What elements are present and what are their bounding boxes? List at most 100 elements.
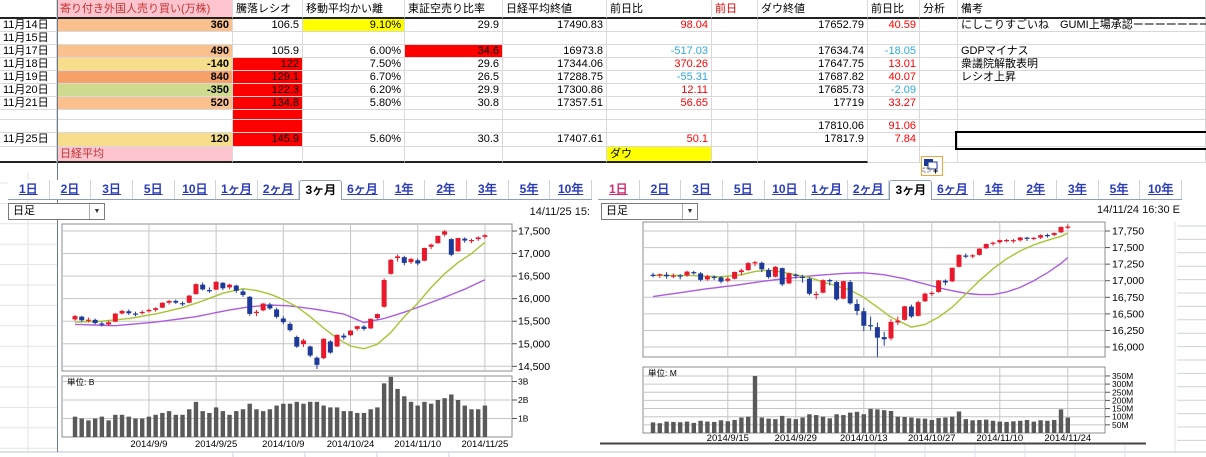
cell-ma_dev[interactable]: 9.10% [303,19,405,32]
cell-prev[interactable] [712,97,758,110]
cell-prev[interactable] [712,45,758,58]
cell-nikkei_chg[interactable]: 56.65 [607,97,712,110]
cell-dow_close[interactable] [758,32,868,45]
dow-tab-3日[interactable]: 3日 [681,180,723,199]
dow-tab-3年[interactable]: 3年 [1057,180,1099,199]
cell-nikkei_close[interactable]: 17344.06 [503,58,607,71]
cell-dow_chg[interactable]: 7.84 [868,133,920,147]
cell-dow_chg[interactable] [868,32,920,45]
cell-dow_chg[interactable] [868,110,920,120]
cell-analysis[interactable] [920,45,958,58]
cell-short_ratio[interactable]: 30.8 [405,97,503,110]
nikkei-tab-5年[interactable]: 5年 [509,180,551,199]
cell-analysis[interactable] [920,19,958,32]
nikkei-tab-1ヶ月[interactable]: 1ヶ月 [216,180,258,199]
cell-analysis[interactable] [920,84,958,97]
dow-tab-2ヶ月[interactable]: 2ヶ月 [848,180,890,199]
cell-prev[interactable] [712,133,758,147]
cell-dow_chg[interactable]: 91.06 [868,120,920,133]
cell-prev[interactable] [712,110,758,120]
cell-dow_close[interactable]: 17647.75 [758,58,868,71]
cell-short_ratio[interactable]: 29.6 [405,58,503,71]
cell-ratio[interactable] [233,32,303,45]
cell-short_ratio[interactable] [405,110,503,120]
cell-short_ratio[interactable]: 34.6 [405,45,503,58]
cell-dow_close[interactable]: 17810.06 [758,120,868,133]
cell-nikkei_chg[interactable]: 12.11 [607,84,712,97]
cell-prev[interactable] [712,84,758,97]
cell-foreign[interactable]: -140 [57,58,233,71]
cell-ma_dev[interactable] [303,110,405,120]
cell-ratio[interactable]: 105.9 [233,45,303,58]
nikkei-tab-10日[interactable]: 10日 [175,180,217,199]
cell-ma_dev[interactable]: 6.00% [303,45,405,58]
cell-foreign[interactable]: -350 [57,84,233,97]
cell-ma_dev[interactable]: 5.80% [303,97,405,110]
cell-dow_close[interactable]: 17687.82 [758,71,868,84]
cell-nikkei_close[interactable] [503,32,607,45]
cell-nikkei_chg[interactable] [607,32,712,45]
cell-ratio[interactable]: 122 [233,58,303,71]
dow-tab-10年[interactable]: 10年 [1140,180,1182,199]
cell-ma_dev[interactable]: 7.50% [303,58,405,71]
cell-short_ratio[interactable]: 30.3 [405,133,503,147]
nikkei-tab-1日[interactable]: 1日 [8,180,50,199]
cell-dow_close[interactable]: 17652.79 [758,19,868,32]
cell-short_ratio[interactable] [405,32,503,45]
dow-tab-1ヶ月[interactable]: 1ヶ月 [806,180,848,199]
cell-prev[interactable] [712,71,758,84]
cell-nikkei_close[interactable]: 16973.8 [503,45,607,58]
cell-dow_chg[interactable]: 40.59 [868,19,920,32]
cell-short_ratio[interactable]: 26.5 [405,71,503,84]
nikkei-tab-2日[interactable]: 2日 [50,180,92,199]
dow-tab-2年[interactable]: 2年 [1015,180,1058,199]
nikkei-tab-5日[interactable]: 5日 [133,180,175,199]
cell-nikkei_chg[interactable]: 370.26 [607,58,712,71]
cell-remark[interactable] [958,110,1206,120]
dow-tab-6ヶ月[interactable]: 6ヶ月 [932,180,974,199]
paste-options-icon[interactable]: + [921,156,943,176]
cell-ma_dev[interactable]: 5.60% [303,133,405,147]
cell-dow_close[interactable]: 17634.74 [758,45,868,58]
cell-dow_close[interactable]: 17685.73 [758,84,868,97]
cell-foreign[interactable]: 490 [57,45,233,58]
nikkei-tab-3年[interactable]: 3年 [467,180,509,199]
cell-nikkei_close[interactable] [503,120,607,133]
cell-foreign[interactable] [57,110,233,120]
cell-dow_chg[interactable]: 33.27 [868,97,920,110]
cell-ma_dev[interactable] [303,32,405,45]
cell-ma_dev[interactable]: 6.70% [303,71,405,84]
cell-remark[interactable]: GDPマイナス [958,45,1206,58]
active-cell-selection[interactable] [955,131,1206,150]
cell-short_ratio[interactable] [405,120,503,133]
cell-nikkei_close[interactable]: 17490.83 [503,19,607,32]
cell-dow_close[interactable]: 17719 [758,97,868,110]
chevron-down-icon[interactable]: ▼ [89,204,104,219]
cell-nikkei_close[interactable]: 17357.51 [503,97,607,110]
cell-ratio[interactable] [233,120,303,133]
dow-interval-dropdown[interactable]: 日足 ▼ [601,203,698,220]
cell-remark[interactable] [958,97,1206,110]
cell-dow_chg[interactable]: 13.01 [868,58,920,71]
cell-dow_chg[interactable]: 40.07 [868,71,920,84]
cell-nikkei_close[interactable]: 17288.75 [503,71,607,84]
cell-analysis[interactable] [920,32,958,45]
cell-ratio[interactable]: 129.1 [233,71,303,84]
cell-foreign[interactable] [57,32,233,45]
cell-remark[interactable]: 衆議院解散表明 [958,58,1206,71]
cell-ratio[interactable]: 134.8 [233,97,303,110]
cell-analysis[interactable] [920,97,958,110]
cell-nikkei_close[interactable]: 17407.61 [503,133,607,147]
nikkei-tab-3ヶ月[interactable]: 3ヶ月 [299,180,343,200]
cell-prev[interactable] [712,19,758,32]
cell-prev[interactable] [712,58,758,71]
cell-ratio[interactable] [233,110,303,120]
cell-ratio[interactable]: 145.9 [233,133,303,147]
dow-tab-5日[interactable]: 5日 [723,180,765,199]
nikkei-tab-2ヶ月[interactable]: 2ヶ月 [258,180,300,199]
cell-nikkei_chg[interactable]: -517.03 [607,45,712,58]
cell-dow_chg[interactable]: -2.09 [868,84,920,97]
cell-remark[interactable] [958,32,1206,45]
cell-dow_close[interactable]: 17817.9 [758,133,868,147]
nikkei-tab-1年[interactable]: 1年 [384,180,426,199]
